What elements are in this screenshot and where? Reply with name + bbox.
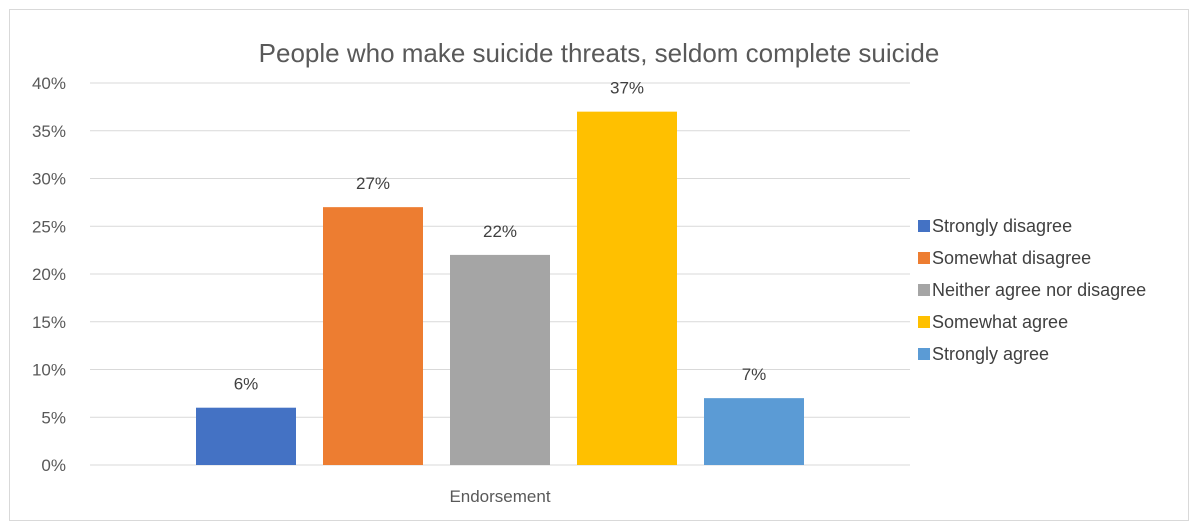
- legend-swatch: [918, 252, 930, 264]
- y-tick-label: 30%: [32, 170, 66, 189]
- bar: [704, 398, 804, 465]
- bar: [196, 407, 296, 465]
- bar: [323, 207, 423, 465]
- data-labels: 6% 27% 22% 37% 7%: [234, 79, 767, 394]
- y-tick-label: 15%: [32, 313, 66, 332]
- x-category-label: Endorsement: [449, 487, 550, 506]
- legend-label: Strongly agree: [932, 344, 1049, 364]
- bar: [450, 254, 550, 465]
- data-label: 7%: [742, 365, 767, 384]
- legend-swatch: [918, 348, 930, 360]
- data-label: 37%: [610, 79, 644, 98]
- y-tick-label: 10%: [32, 361, 66, 380]
- legend-label: Somewhat disagree: [932, 248, 1091, 268]
- data-label: 27%: [356, 174, 390, 193]
- legend-swatch: [918, 316, 930, 328]
- chart-title: People who make suicide threats, seldom …: [259, 38, 940, 68]
- legend-label: Strongly disagree: [932, 216, 1072, 236]
- legend-label: Somewhat agree: [932, 312, 1068, 332]
- legend: Strongly disagree Somewhat disagree Neithe…: [918, 216, 1146, 364]
- y-tick-label: 25%: [32, 217, 66, 236]
- legend-label: Neither agree nor disagree: [932, 280, 1146, 300]
- data-label: 6%: [234, 375, 259, 394]
- y-axis-ticks: 0% 5% 10% 15% 20% 25% 30% 35% 40%: [32, 74, 66, 475]
- y-tick-label: 20%: [32, 265, 66, 284]
- y-tick-label: 0%: [41, 456, 66, 475]
- bar: [577, 111, 677, 466]
- y-tick-label: 35%: [32, 122, 66, 141]
- legend-swatch: [918, 220, 930, 232]
- bars: [196, 111, 804, 466]
- legend-swatch: [918, 284, 930, 296]
- y-tick-label: 5%: [41, 408, 66, 427]
- data-label: 22%: [483, 222, 517, 241]
- y-tick-label: 40%: [32, 74, 66, 93]
